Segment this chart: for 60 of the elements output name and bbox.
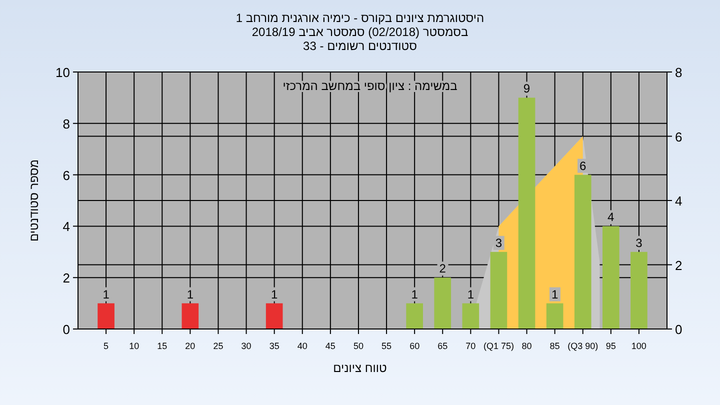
data-label: 9: [523, 82, 530, 96]
x-tick-label: 45: [325, 341, 336, 351]
data-label: 1: [467, 287, 474, 302]
bar: [266, 303, 283, 329]
bar: [630, 252, 648, 329]
y-axis-title: מספר סטודנטים: [27, 159, 41, 242]
bar: [518, 98, 536, 329]
x-tick-label: 30: [241, 341, 252, 351]
y2-tick-label: 6: [675, 129, 682, 144]
x-tick-label: 95: [606, 341, 616, 351]
y-tick-label: 6: [62, 168, 70, 183]
data-label: 2: [439, 262, 446, 276]
x-tick-label: 15: [157, 341, 168, 351]
x-tick-label: 25: [213, 341, 224, 351]
data-label: 3: [636, 236, 643, 250]
x-tick-label: 40: [297, 341, 308, 351]
y-tick-label: 2: [62, 270, 70, 286]
y-tick-label: 10: [56, 65, 70, 80]
x-tick-label: 35: [269, 341, 280, 351]
x-axis-title: טווח ציונים: [333, 361, 388, 375]
x-tick-label: (Q1 75): [483, 341, 514, 351]
x-tick-label: 5: [104, 341, 109, 351]
x-tick-label: 10: [129, 341, 140, 351]
text: סטודנטים רשומים - 33: [303, 39, 418, 53]
x-tick-label: 80: [522, 341, 532, 351]
bar: [406, 303, 423, 329]
x-tick-label: 65: [438, 341, 448, 351]
data-label: 6: [580, 158, 587, 173]
y2-tick-label: 2: [675, 258, 682, 273]
x-tick-label: 100: [631, 341, 646, 351]
x-tick-label: 85: [550, 341, 560, 351]
y-tick-label: 8: [62, 116, 70, 132]
y2-tick-label: 4: [675, 194, 682, 208]
x-tick-label: 50: [353, 341, 364, 351]
bar: [602, 226, 620, 329]
x-tick-label: 60: [410, 341, 420, 351]
x-tick-label: (Q3 90): [568, 341, 598, 351]
data-label: 1: [270, 287, 278, 302]
data-label: 1: [411, 287, 418, 302]
chart-subtitle: בסמסטר (02/2018) סמסטר אביב 2018/19: [252, 25, 468, 39]
data-label: 1: [186, 287, 194, 302]
data-label: 1: [102, 287, 110, 302]
x-tick-label: 70: [466, 341, 476, 351]
bar: [574, 174, 592, 329]
data-label: 3: [495, 236, 502, 250]
y-tick-label: 0: [62, 322, 70, 337]
data-label: 4: [608, 210, 615, 224]
bar: [490, 252, 508, 329]
y2-tick-label: 0: [675, 322, 682, 337]
bar: [546, 303, 564, 329]
y-tick-label: 4: [62, 219, 70, 234]
x-tick-label: 55: [382, 341, 392, 351]
chart-title: היסטוגרמת ציונים בקורס - כימיה אורגנית מורחב 1: [236, 11, 484, 25]
y2-tick-label: 8: [675, 65, 682, 80]
data-label: 1: [551, 287, 558, 302]
bar: [182, 303, 199, 329]
bar: [434, 278, 452, 329]
bar: [462, 303, 480, 329]
bar: [98, 303, 114, 329]
x-tick-label: 20: [185, 341, 196, 351]
